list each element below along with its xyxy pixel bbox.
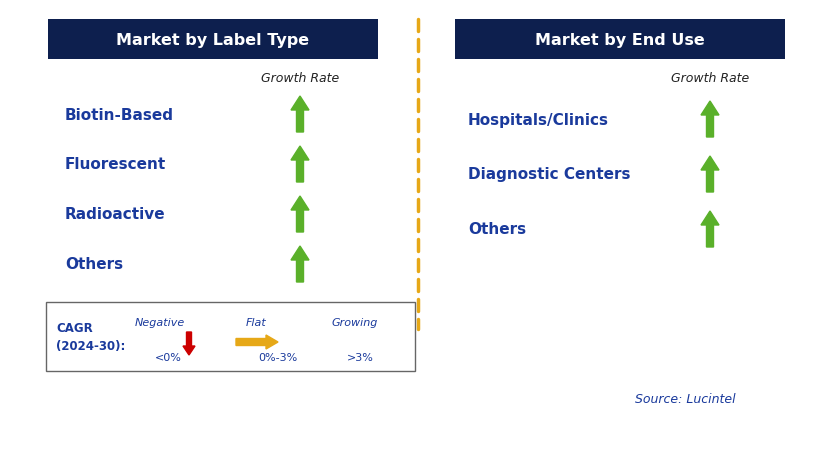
FancyArrow shape: [291, 196, 309, 233]
FancyArrow shape: [700, 157, 718, 193]
FancyArrow shape: [236, 335, 277, 349]
Text: Biotin-Based: Biotin-Based: [65, 107, 174, 122]
Text: Diagnostic Centers: Diagnostic Centers: [468, 167, 630, 182]
Text: Flat: Flat: [245, 317, 266, 327]
Text: Growth Rate: Growth Rate: [261, 71, 339, 84]
Text: Fluorescent: Fluorescent: [65, 157, 166, 172]
Text: Market by Label Type: Market by Label Type: [116, 33, 309, 47]
FancyArrow shape: [382, 333, 393, 356]
FancyArrow shape: [291, 246, 309, 282]
Text: >3%: >3%: [346, 352, 373, 362]
Text: Source: Lucintel: Source: Lucintel: [634, 392, 734, 406]
Text: Growth Rate: Growth Rate: [670, 71, 749, 84]
Text: Hospitals/Clinics: Hospitals/Clinics: [468, 112, 609, 127]
Text: Others: Others: [468, 222, 526, 237]
FancyArrow shape: [700, 212, 718, 247]
FancyArrow shape: [291, 147, 309, 183]
FancyArrow shape: [291, 97, 309, 133]
Text: CAGR
(2024-30):: CAGR (2024-30):: [56, 321, 125, 352]
Text: Others: Others: [65, 257, 123, 272]
FancyBboxPatch shape: [46, 302, 415, 371]
FancyArrow shape: [183, 332, 195, 355]
FancyArrow shape: [700, 102, 718, 138]
Text: 0%-3%: 0%-3%: [258, 352, 297, 362]
Text: Growing: Growing: [331, 317, 378, 327]
Text: <0%: <0%: [154, 352, 181, 362]
Text: Negative: Negative: [135, 317, 185, 327]
FancyBboxPatch shape: [455, 20, 784, 60]
Text: Radioactive: Radioactive: [65, 207, 166, 222]
Text: Market by End Use: Market by End Use: [535, 33, 704, 47]
FancyBboxPatch shape: [48, 20, 378, 60]
